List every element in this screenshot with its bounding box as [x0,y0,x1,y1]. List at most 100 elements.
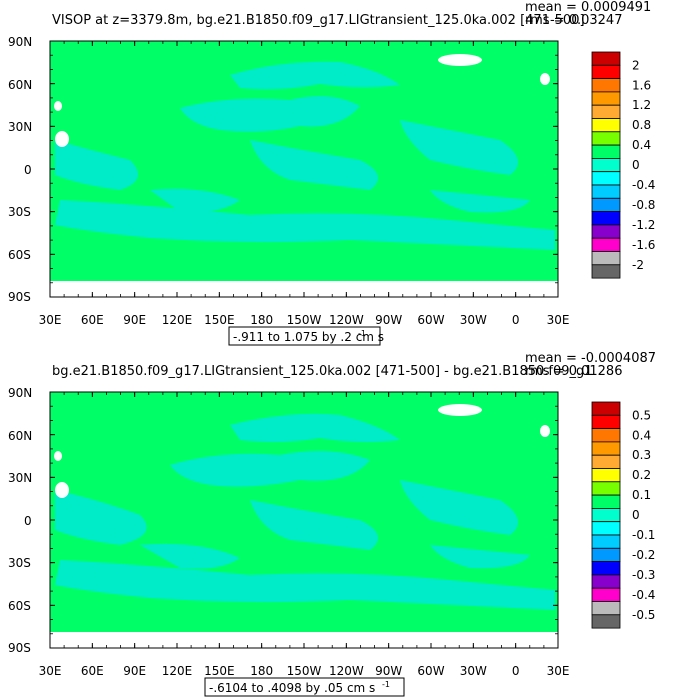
colorbar-swatch [591,534,621,549]
colorbar-swatch [591,441,621,456]
colorbar-swatch [591,131,621,146]
lat-label: 60N [8,429,32,443]
lon-label: 180 [250,313,273,327]
lat-label: 30N [8,120,32,134]
lon-label: 60W [417,313,444,327]
lon-label: 90W [375,664,402,678]
colorbar-label: 0.2 [632,468,651,482]
colorbar-swatch [591,197,621,213]
colorbar-swatch [591,428,621,443]
bottom-range-label: -.6104 to .4098 by .05 cm s [209,681,375,695]
colorbar-label: -0.2 [632,548,655,562]
colorbar-swatch [591,224,621,239]
lon-label: 120E [162,313,193,327]
top-range-label: -.911 to 1.075 by .2 cm s [233,330,384,344]
lon-label: 120E [162,664,193,678]
colorbar-swatch [591,601,621,616]
colorbar-label: -2 [632,258,644,272]
top-cyan-patches [55,61,555,250]
colorbar-swatch [591,144,621,159]
lat-label: 60S [8,248,31,262]
colorbar-swatch [591,78,621,93]
colorbar-label: 1.6 [632,78,651,92]
lat-label: 90N [8,35,32,49]
colorbar-label: 0.5 [632,408,651,422]
colorbar-label: -0.5 [632,608,655,622]
lon-label: 120W [329,313,364,327]
colorbar-swatch [591,481,621,496]
top-ticks [49,40,559,298]
lat-label: 60S [8,599,31,613]
top-colorbar: 2 1.6 1.2 0.8 0.4 0 -0.4 -0.8 -1.2 -1.6 -2 [591,51,655,279]
lat-label: 90N [8,386,32,400]
lon-label: 150E [204,313,235,327]
lon-label: 0 [512,664,520,678]
lon-label: 60E [81,313,104,327]
bottom-ticks [49,391,559,649]
bottom-title: bg.e21.B1850.f09_g17.LIGtransient_125.0k… [52,364,593,379]
top-title: VISOP at z=3379.8m, bg.e21.B1850.f09_g17… [52,13,585,28]
bottom-rms: rms = 0.01286 [525,364,622,379]
colorbar-swatch [591,211,621,226]
lat-label: 30S [8,205,31,219]
colorbar-label: -0.4 [632,588,655,602]
colorbar-label: 0.3 [632,448,651,462]
lon-label: 60E [81,664,104,678]
lat-label: 30S [8,556,31,570]
colorbar-label: -0.3 [632,568,655,582]
lat-label: 0 [24,514,32,528]
bottom-range-box: -.6104 to .4098 by .05 cm s -1 [204,677,405,697]
lon-label: 30E [547,664,570,678]
colorbar-swatch [591,51,621,66]
lon-label: 30W [460,664,487,678]
colorbar-swatch [591,587,621,602]
colorbar-swatch [591,184,621,199]
colorbar-label: 0.1 [632,488,651,502]
colorbar-label: -1.6 [632,238,655,252]
lat-label: 90S [8,290,31,304]
colorbar-label: -1.2 [632,218,655,232]
lat-label: 90S [8,641,31,655]
colorbar-swatch [591,614,621,629]
top-lon-labels: 30E 60E 90E 120E 150E 180 150W 120W 90W 60W 30W 0 30… [39,313,570,327]
top-panel: VISOP at z=3379.8m, bg.e21.B1850.f09_g17… [8,0,655,346]
colorbar-swatch [591,91,621,106]
colorbar-swatch [591,264,621,279]
colorbar-label: 1.2 [632,98,651,112]
lon-label: 150W [287,664,322,678]
colorbar-label: 0.8 [632,118,651,132]
lon-label: 120W [329,664,364,678]
lon-label: 150E [204,664,235,678]
colorbar-swatch [591,251,621,266]
colorbar-label: 0.4 [632,428,651,442]
top-units-exponent: -1 [358,329,366,338]
lon-label: 30E [547,313,570,327]
lon-label: 90E [123,664,146,678]
colorbar-label: 0 [632,508,640,522]
colorbar-label: 0 [632,158,640,172]
colorbar-swatch [591,104,621,119]
colorbar-label: -0.8 [632,198,655,212]
bottom-lon-labels: 30E 60E 90E 120E 150E 180 150W 120W 90W 60W 30W 0 30… [39,664,570,678]
bottom-lat-labels: 90N 60N 30N 0 30S 60S 90S [8,386,32,655]
top-mean: mean = 0.0009491 [525,0,651,15]
bottom-panel: bg.e21.B1850.f09_g17.LIGtransient_125.0k… [8,351,656,697]
colorbar-swatch [591,561,621,576]
lat-label: 60N [8,78,32,92]
lon-label: 90E [123,313,146,327]
lon-label: 30W [460,313,487,327]
bottom-mean: mean = -0.0004087 [525,351,656,366]
lon-label: 30E [39,313,62,327]
lon-label: 150W [287,313,322,327]
colorbar-swatch [591,547,621,562]
colorbar-swatch [591,494,621,509]
colorbar-swatch [591,237,621,252]
colorbar-swatch [591,401,621,416]
colorbar-label: 0.4 [632,138,651,152]
lon-label: 0 [512,313,520,327]
lon-label: 180 [250,664,273,678]
colorbar-label: -0.4 [632,178,655,192]
colorbar-swatch [591,574,621,589]
lat-label: 30N [8,471,32,485]
